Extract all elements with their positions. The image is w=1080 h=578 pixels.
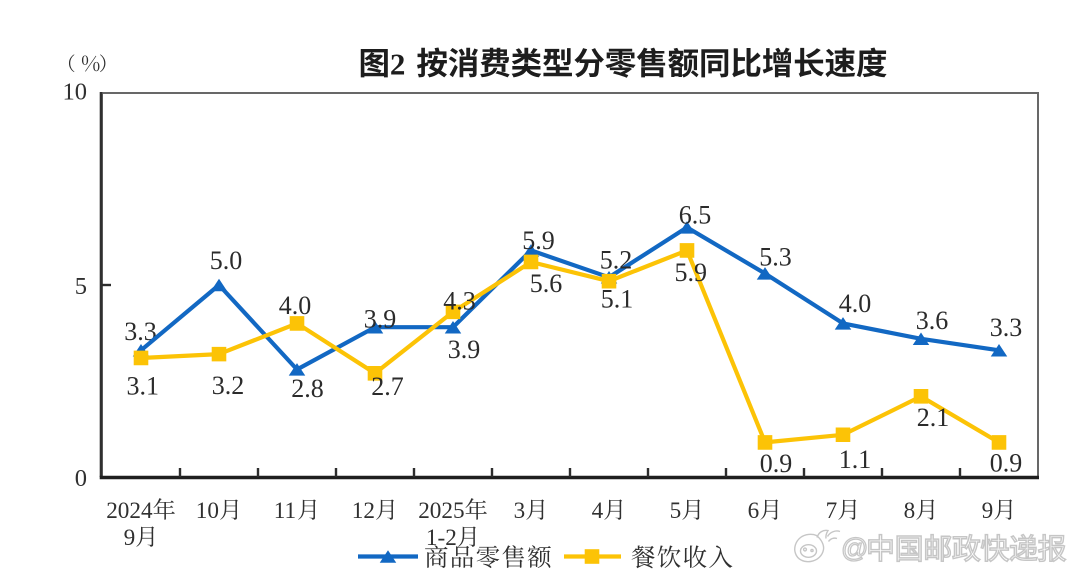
svg-text:10: 10 bbox=[196, 498, 219, 524]
svg-text:5.0: 5.0 bbox=[210, 246, 243, 275]
svg-text:4.0: 4.0 bbox=[279, 291, 312, 320]
svg-text:3.9: 3.9 bbox=[364, 305, 397, 334]
svg-text:@: @ bbox=[841, 533, 868, 563]
svg-text:4: 4 bbox=[592, 498, 604, 524]
svg-text:5.3: 5.3 bbox=[759, 242, 792, 271]
svg-text:4.0: 4.0 bbox=[839, 289, 872, 318]
svg-text:2.1: 2.1 bbox=[917, 403, 950, 432]
svg-text:2025: 2025 bbox=[418, 498, 464, 524]
svg-text:2.7: 2.7 bbox=[371, 372, 404, 401]
svg-text:2024: 2024 bbox=[106, 498, 153, 524]
svg-text:1.1: 1.1 bbox=[839, 445, 872, 474]
svg-text:8: 8 bbox=[904, 498, 916, 524]
svg-text:3.6: 3.6 bbox=[916, 306, 949, 335]
svg-text:9: 9 bbox=[124, 525, 136, 551]
svg-text:6.5: 6.5 bbox=[679, 201, 712, 230]
svg-text:1-2: 1-2 bbox=[426, 525, 457, 551]
svg-text:5.1: 5.1 bbox=[601, 285, 634, 314]
svg-text:0: 0 bbox=[75, 465, 87, 492]
svg-text:12: 12 bbox=[352, 498, 375, 524]
svg-text:6: 6 bbox=[748, 498, 760, 524]
svg-text:5: 5 bbox=[670, 498, 682, 524]
svg-text:5.6: 5.6 bbox=[530, 269, 563, 298]
svg-text:5.9: 5.9 bbox=[675, 258, 708, 287]
svg-text:10: 10 bbox=[63, 79, 88, 106]
svg-text:4.3: 4.3 bbox=[443, 286, 476, 315]
svg-text:2.8: 2.8 bbox=[291, 374, 324, 403]
svg-text:5: 5 bbox=[75, 273, 87, 300]
svg-text:7: 7 bbox=[826, 498, 838, 524]
svg-text:3.1: 3.1 bbox=[126, 372, 159, 401]
svg-text:0.9: 0.9 bbox=[760, 449, 793, 478]
svg-text:11: 11 bbox=[274, 498, 296, 524]
svg-text:5.9: 5.9 bbox=[522, 226, 555, 255]
svg-text:9: 9 bbox=[982, 498, 994, 524]
svg-text:5.2: 5.2 bbox=[600, 245, 633, 274]
svg-text:3: 3 bbox=[514, 498, 526, 524]
svg-text:2: 2 bbox=[390, 47, 406, 82]
svg-text:3.2: 3.2 bbox=[212, 371, 245, 400]
svg-text:3.9: 3.9 bbox=[448, 335, 481, 364]
svg-text:3.3: 3.3 bbox=[990, 313, 1023, 342]
svg-text:0.9: 0.9 bbox=[990, 449, 1023, 478]
